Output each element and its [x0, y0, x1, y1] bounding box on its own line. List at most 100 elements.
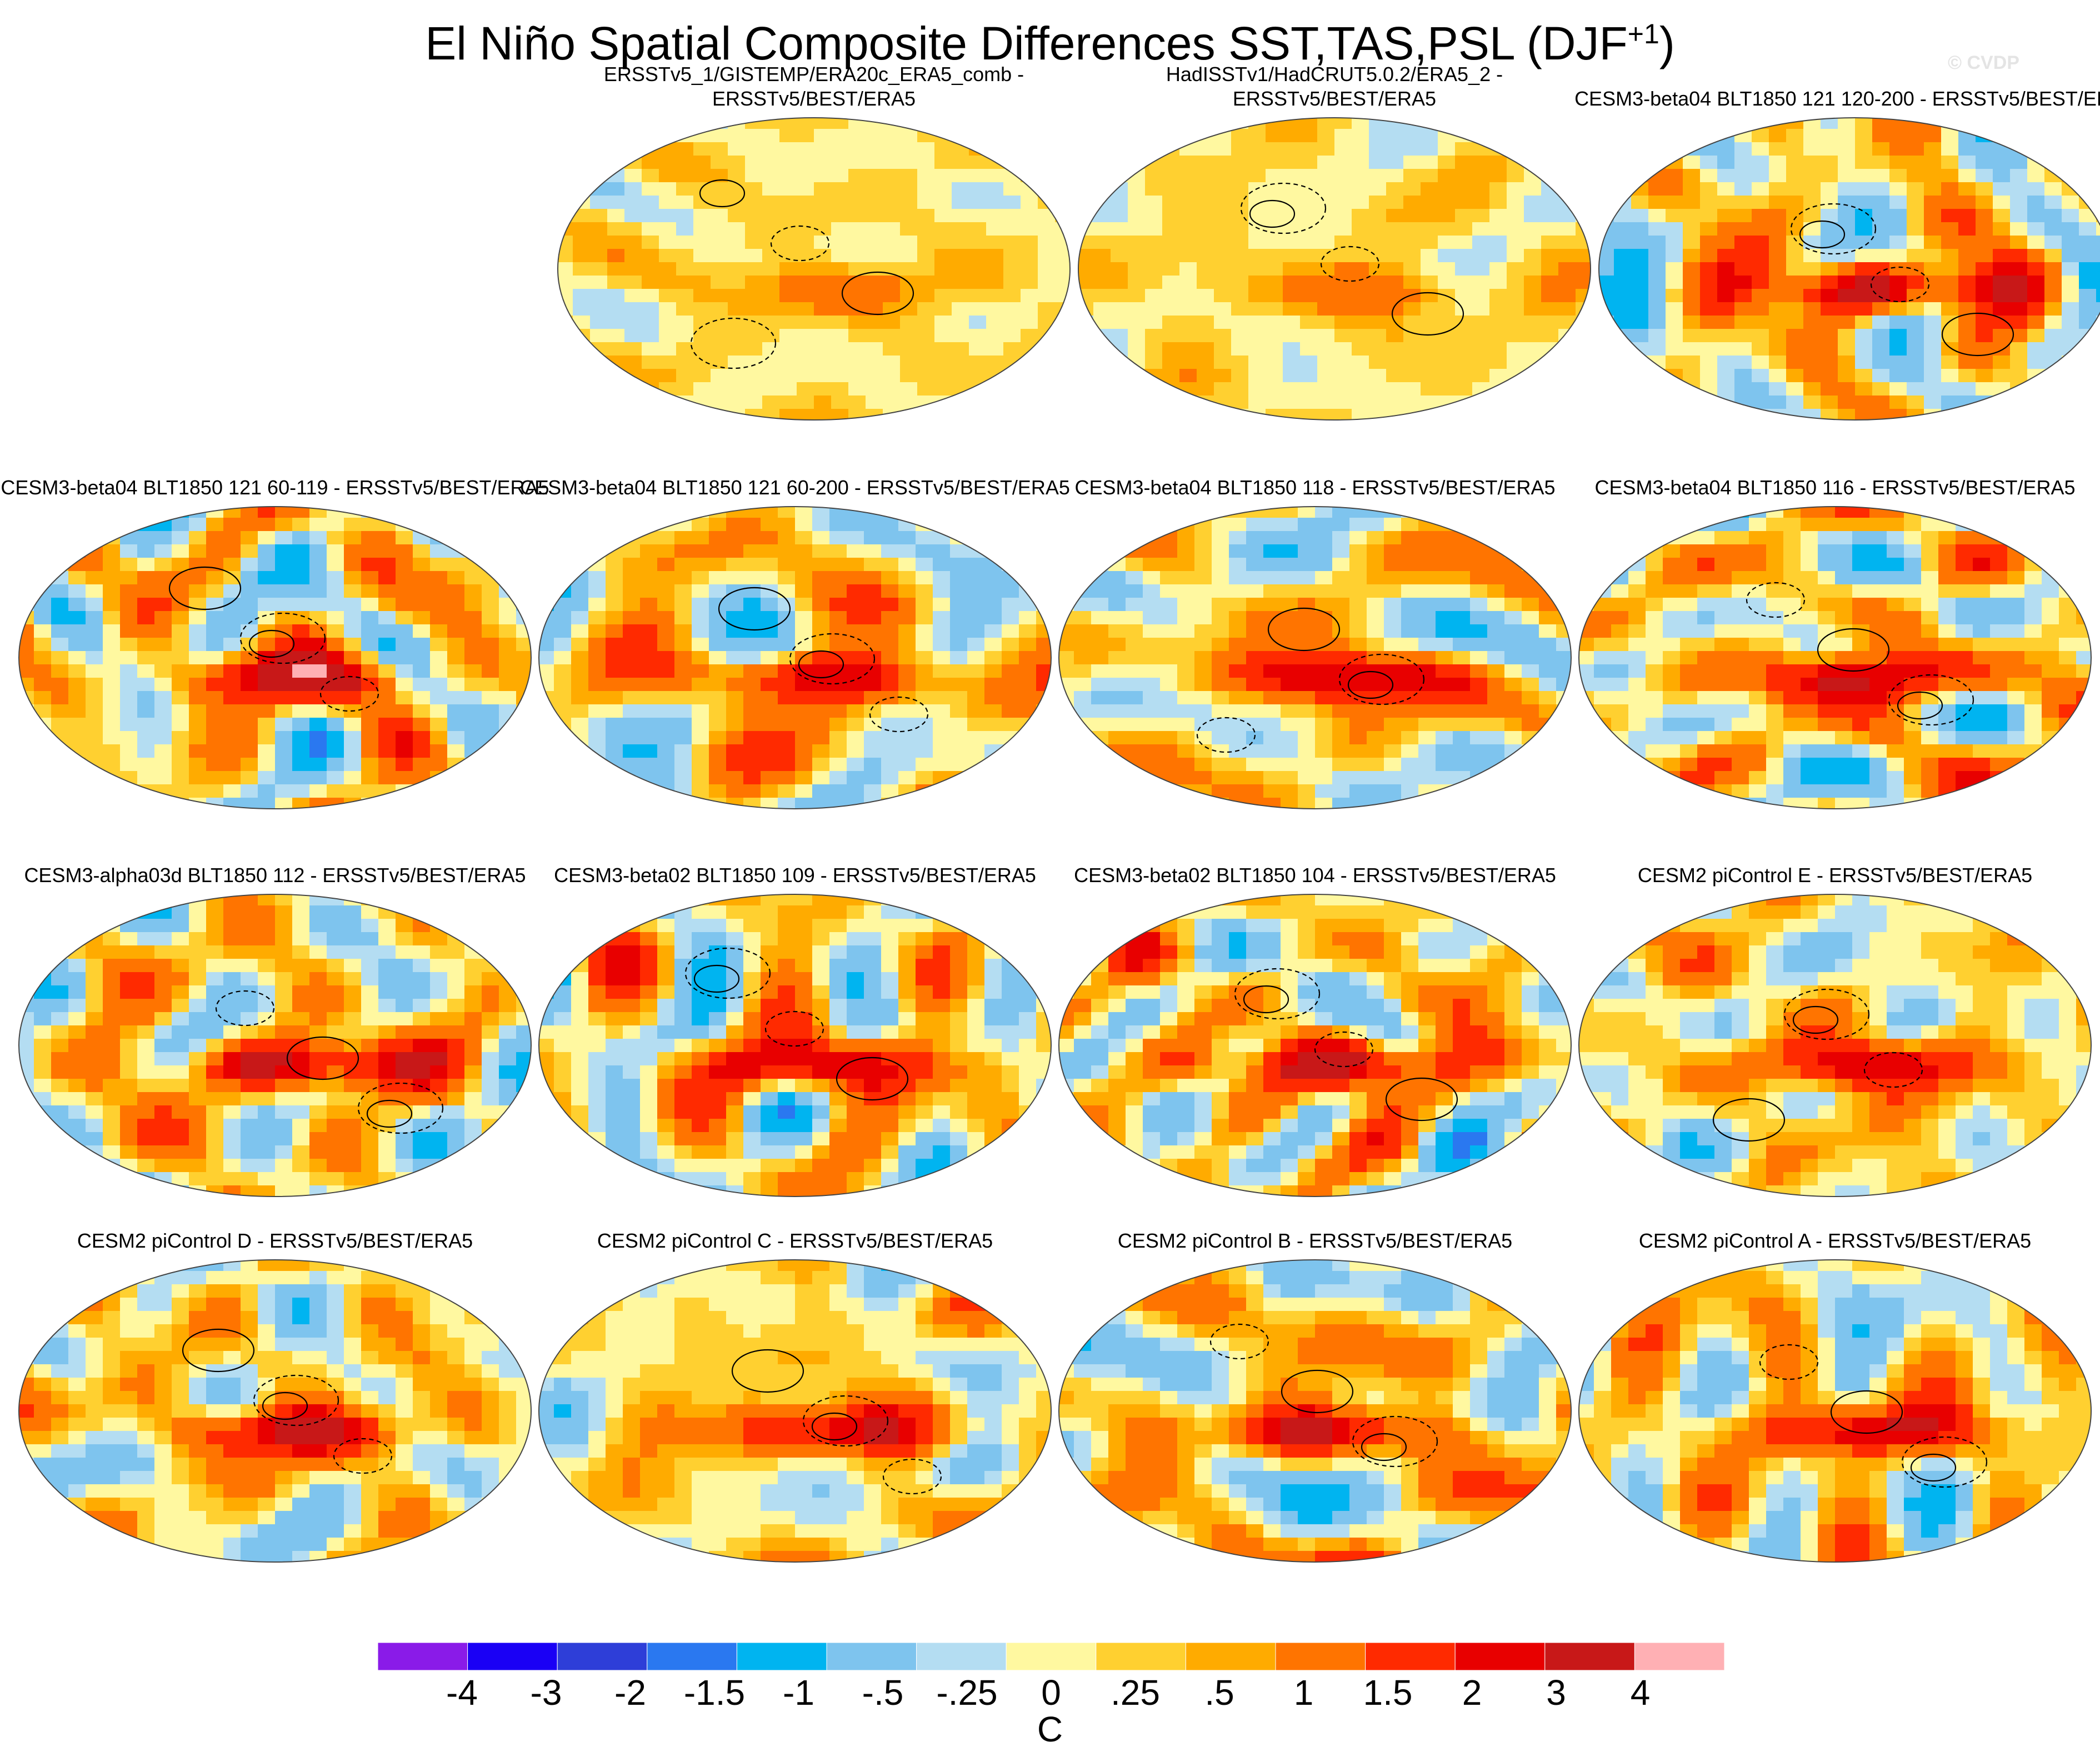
field-cell — [1663, 507, 1681, 518]
field-cell — [573, 289, 591, 303]
field-cell — [1855, 169, 1873, 183]
field-cell — [916, 558, 933, 572]
field-cell — [814, 209, 832, 223]
field-cell — [1734, 262, 1752, 276]
field-cell — [1907, 142, 1924, 156]
field-cell — [745, 396, 763, 409]
field-cell — [1179, 342, 1197, 356]
field-cell — [1145, 129, 1163, 143]
field-cell — [1700, 209, 1718, 223]
field-cell — [1938, 651, 1956, 665]
field-cell — [1680, 507, 1698, 518]
field-cell — [1263, 758, 1281, 772]
field-cell — [1683, 182, 1701, 196]
field-cell — [917, 369, 935, 383]
field-cell — [1074, 558, 1092, 572]
field-cell — [709, 678, 727, 692]
field-cell — [933, 544, 951, 558]
field-cell — [2062, 156, 2079, 169]
field-cell — [396, 704, 413, 718]
field-cell — [2027, 276, 2045, 289]
field-cell — [1212, 704, 1229, 718]
field-cell — [258, 798, 276, 809]
field-cell — [1128, 382, 1146, 396]
field-cell — [292, 731, 310, 745]
field-cell — [711, 342, 728, 356]
field-cell — [900, 236, 918, 249]
field-cell — [539, 571, 554, 585]
field-cell — [1558, 169, 1576, 183]
field-cell — [1229, 638, 1247, 652]
field-cell — [779, 129, 797, 143]
field-cell — [573, 356, 591, 369]
field-cell — [103, 691, 121, 705]
field-cell — [1384, 691, 1402, 705]
field-cell — [430, 518, 448, 532]
field-cell — [1752, 316, 1769, 329]
field-cell — [606, 718, 623, 732]
field-cell — [1889, 342, 1907, 356]
field-cell — [1576, 182, 1591, 196]
field-cell — [1263, 691, 1281, 705]
field-cell — [1579, 518, 1594, 532]
field-cell — [1611, 718, 1629, 732]
field-cell — [1401, 784, 1419, 798]
field-cell — [900, 342, 918, 356]
field-cell — [1214, 236, 1232, 249]
field-cell — [761, 784, 778, 798]
field-cell — [711, 249, 728, 263]
field-cell — [1453, 691, 1471, 705]
field-cell — [1648, 236, 1666, 249]
field-cell — [516, 638, 531, 652]
field-cell — [327, 919, 344, 933]
field-cell — [1614, 118, 1632, 129]
field-cell — [309, 558, 327, 572]
field-cell — [676, 356, 694, 369]
field-cell — [1838, 382, 1856, 396]
field-cell — [1683, 249, 1701, 263]
field-cell — [1714, 704, 1732, 718]
field-cell — [726, 544, 744, 558]
field-cell — [516, 571, 531, 585]
field-cell — [1594, 531, 1612, 545]
field-cell — [1938, 571, 1956, 585]
field-cell — [1334, 262, 1352, 276]
field-cell — [1628, 758, 1646, 772]
field-cell — [1436, 798, 1453, 809]
field-cell — [814, 356, 832, 369]
field-cell — [344, 584, 362, 598]
field-cell — [1349, 731, 1367, 745]
field-cell — [34, 919, 52, 933]
field-cell — [1938, 758, 1956, 772]
field-cell — [1145, 169, 1163, 183]
field-cell — [1489, 236, 1507, 249]
field-cell — [1976, 249, 1993, 263]
field-cell — [900, 129, 918, 143]
field-cell — [1472, 182, 1490, 196]
field-cell — [1958, 249, 1976, 263]
field-cell — [1872, 209, 1890, 223]
field-cell — [916, 731, 933, 745]
field-cell — [1421, 196, 1438, 209]
field-cell — [864, 531, 882, 545]
field-cell — [1556, 731, 1571, 745]
field-cell — [917, 169, 935, 183]
field-cell — [1074, 798, 1092, 809]
field-cell — [726, 678, 744, 692]
field-cell — [1821, 382, 1838, 396]
field-cell — [1367, 531, 1384, 545]
field-cell — [1938, 638, 1956, 652]
field-cell — [103, 798, 121, 809]
field-cell — [137, 611, 155, 625]
field-cell — [1036, 744, 1051, 758]
field-cell — [693, 209, 711, 223]
field-cell — [1177, 691, 1195, 705]
field-cell — [831, 182, 849, 196]
field-cell — [1924, 118, 1942, 129]
robinson-map — [18, 894, 532, 1197]
field-cell — [292, 598, 310, 612]
field-cell — [2062, 209, 2079, 223]
field-cell — [1732, 784, 1749, 798]
field-cell — [1145, 182, 1163, 196]
field-cell — [1002, 531, 1019, 545]
